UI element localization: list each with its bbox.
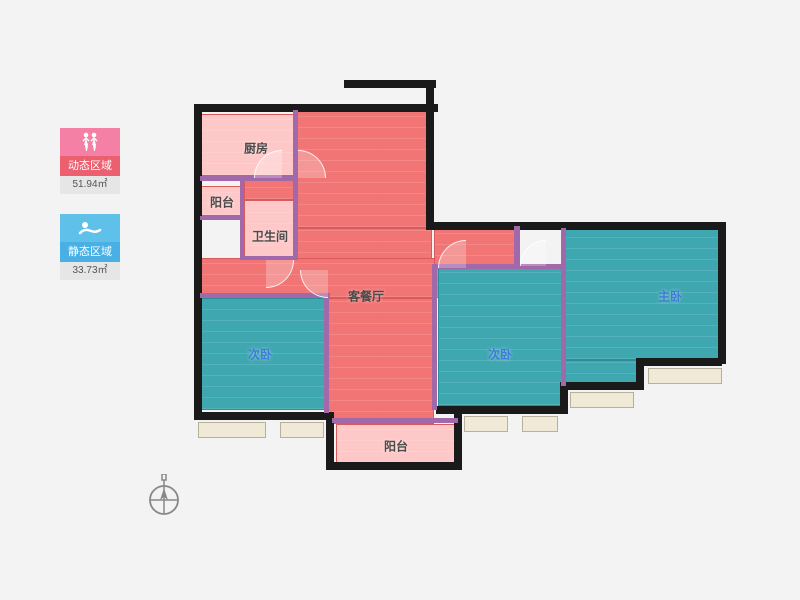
room-living_main [326, 298, 434, 424]
ledge [570, 392, 634, 408]
wall-segment [560, 382, 644, 390]
legend-dynamic-value: 51.94㎡ [60, 176, 120, 194]
wall-segment [324, 293, 329, 413]
room-sec_bed2 [438, 268, 564, 406]
floor-plan-canvas: 厨房阳台卫生间客餐厅次卧次卧主卧阳台 [0, 0, 800, 600]
room-label-small_balcony: 阳台 [210, 194, 234, 211]
room-label-kitchen: 厨房 [244, 140, 268, 157]
room-master [564, 228, 722, 360]
ledge [280, 422, 324, 438]
legend-dynamic-title: 动态区域 [60, 156, 120, 176]
wall-segment [344, 80, 436, 88]
ledge [464, 416, 508, 432]
compass-icon [146, 474, 182, 518]
legend-static: 静态区域 33.73㎡ [60, 214, 120, 280]
legend-static-icon [60, 214, 120, 242]
wall-segment [244, 256, 298, 260]
wall-segment [432, 264, 566, 269]
ledge [648, 368, 722, 384]
wall-segment [326, 462, 462, 470]
legend-dynamic-icon [60, 128, 120, 156]
wall-segment [430, 222, 726, 230]
wall-segment [642, 358, 722, 366]
wall-segment [200, 176, 298, 181]
room-hall_right [434, 228, 518, 268]
room-label-balcony2: 阳台 [384, 438, 408, 455]
wall-segment [514, 226, 520, 268]
legend-static-title: 静态区域 [60, 242, 120, 262]
wall-segment [718, 222, 726, 364]
room-label-living_wide: 客餐厅 [348, 288, 384, 305]
room-living_top [296, 110, 432, 228]
wall-segment [200, 293, 330, 298]
ledge [198, 422, 266, 438]
room-label-master: 主卧 [658, 288, 682, 305]
door-arc [520, 240, 546, 266]
ledge [522, 416, 558, 432]
legend-dynamic: 动态区域 51.94㎡ [60, 128, 120, 194]
wall-segment [293, 110, 298, 260]
wall-segment [194, 104, 202, 420]
wall-segment [332, 418, 458, 423]
wall-segment [194, 104, 438, 112]
wall-segment [200, 216, 244, 220]
room-label-sec_bed1: 次卧 [248, 346, 272, 363]
room-label-sec_bed2: 次卧 [488, 346, 512, 363]
wall-segment [194, 412, 334, 420]
wall-segment [561, 228, 566, 386]
wall-segment [426, 80, 434, 230]
room-label-bath: 卫生间 [252, 228, 288, 245]
legend-static-value: 33.73㎡ [60, 262, 120, 280]
wall-segment [240, 180, 244, 260]
wall-segment [432, 264, 437, 410]
